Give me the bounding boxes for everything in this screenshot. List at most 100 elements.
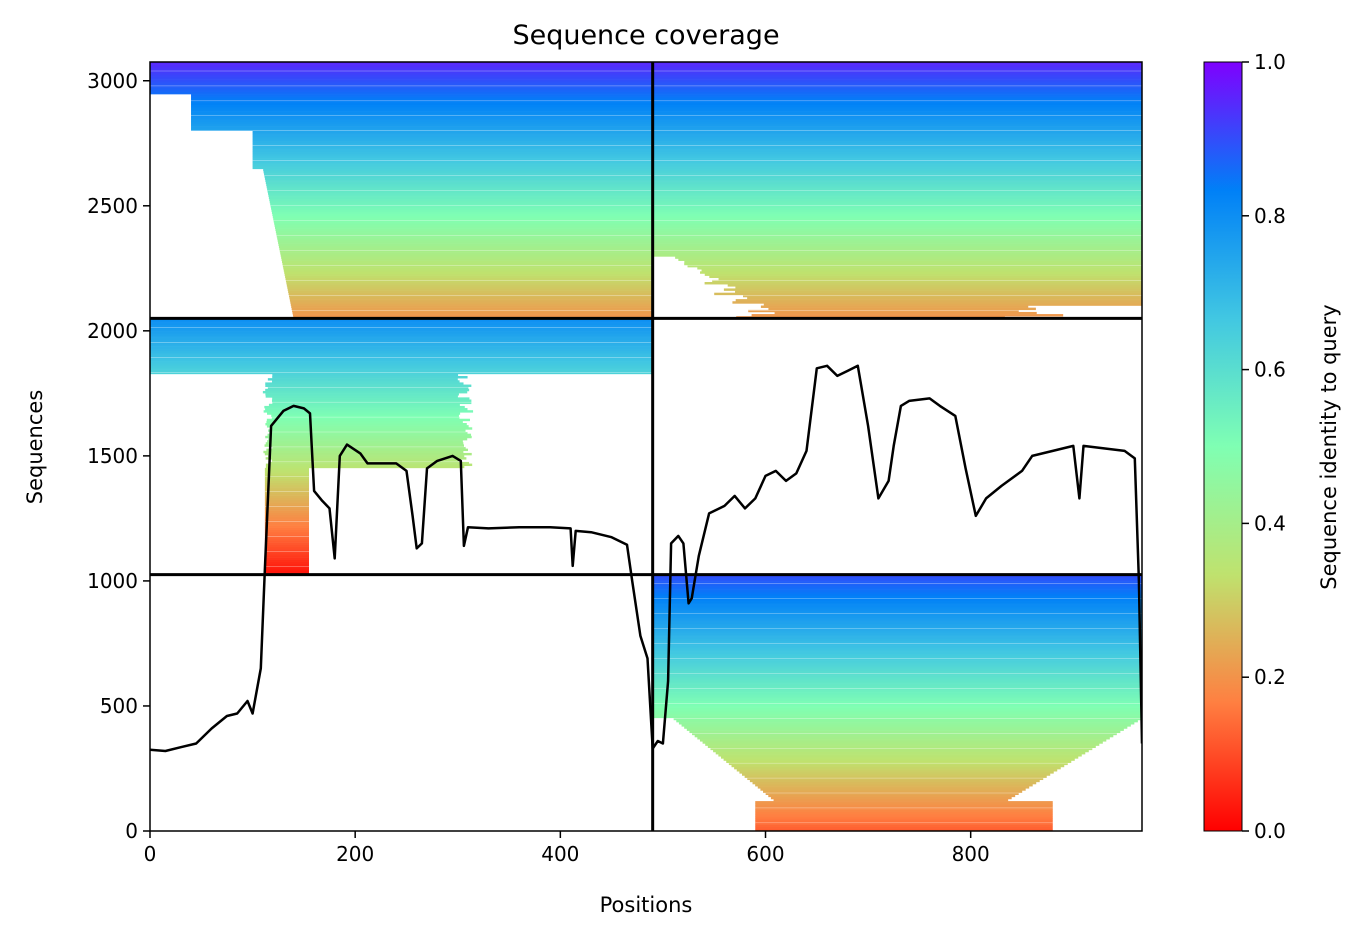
coverage-strip (264, 508, 310, 511)
coverage-strip (264, 561, 310, 565)
coverage-strip (652, 715, 1142, 719)
coverage-strip (282, 264, 653, 268)
coverage-strip (252, 166, 653, 170)
coverage-strip (652, 598, 1142, 601)
coverage-strip (282, 260, 653, 264)
coverage-strip (684, 260, 1142, 264)
y-tick-label: 3000 (87, 69, 138, 93)
coverage-strip (652, 576, 1142, 580)
coverage-strip (269, 431, 468, 434)
coverage-strip (697, 737, 1110, 740)
coverage-strip (675, 256, 1142, 259)
coverage-strip (742, 294, 1142, 298)
coverage-strip (275, 228, 653, 232)
coverage-strip (652, 98, 1142, 101)
coverage-strip (652, 205, 1142, 208)
coverage-strip (652, 185, 1142, 189)
coverage-line (150, 364, 1142, 753)
coverage-strip (652, 252, 1142, 255)
coverage-strip (747, 296, 1142, 300)
coverage-strip (652, 145, 1142, 148)
colorbar-tick-label: 0.0 (1254, 819, 1286, 843)
coverage-strip (755, 816, 1053, 819)
coverage-strip (267, 188, 653, 191)
coverage-gap (279, 249, 653, 251)
coverage-strip (652, 85, 1142, 88)
coverage-strip (652, 215, 1142, 219)
coverage-strip (652, 254, 1142, 257)
coverage-strip (652, 704, 1142, 708)
coverage-strip (264, 497, 310, 501)
coverage-strip (734, 766, 1061, 770)
plot-frame (149, 61, 1143, 832)
coverage-strip (760, 788, 1026, 791)
coverage-strip (279, 249, 653, 253)
coverage-strip (292, 311, 653, 315)
coverage-strip (652, 653, 1142, 657)
coverage-strip (742, 773, 1051, 776)
coverage-strip (264, 474, 310, 477)
coverage-strip (699, 739, 1107, 742)
colorbar-tick-label: 1.0 (1254, 50, 1286, 74)
coverage-strip (264, 516, 310, 520)
coverage-strip (735, 290, 1142, 293)
x-axis-label: Positions (600, 893, 693, 917)
coverage-strip (715, 751, 1086, 755)
coverage-strip (273, 220, 653, 223)
coverage-strip (270, 202, 653, 206)
coverage-strip (755, 818, 1053, 821)
coverage-strip (652, 596, 1142, 599)
coverage-strip (150, 352, 653, 355)
coverage-block-3 (150, 318, 653, 575)
coverage-strip (264, 405, 465, 409)
coverage-strip (150, 72, 653, 76)
coverage-strip (150, 91, 653, 95)
coverage-strip (272, 397, 470, 400)
coverage-strip (652, 700, 1142, 704)
coverage-strip (278, 243, 653, 247)
coverage-strip (150, 335, 653, 338)
coverage-strip (652, 113, 1142, 116)
coverage-strip (150, 64, 653, 67)
coverage-strip (267, 412, 461, 415)
coverage-strip (275, 230, 653, 234)
coverage-strip (273, 217, 653, 221)
coverage-strip (652, 213, 1142, 217)
coverage-strip (652, 585, 1142, 588)
coverage-strip (709, 275, 1142, 279)
coverage-strip (191, 111, 653, 114)
coverage-strip (652, 106, 1142, 110)
coverage-strip (755, 805, 1053, 808)
coverage-gap (150, 326, 653, 328)
coverage-strip (652, 104, 1142, 108)
coverage-strip (652, 190, 1142, 193)
coverage-strip (290, 303, 653, 306)
coverage-strip (652, 132, 1142, 135)
coverage-strip (652, 692, 1142, 695)
coverage-block-1 (150, 62, 653, 319)
coverage-strip (652, 606, 1142, 610)
coverage-gap (267, 190, 653, 191)
coverage-strip (652, 232, 1142, 236)
coverage-strip (652, 670, 1142, 674)
coverage-strip (264, 546, 310, 550)
y-tick-label: 0 (125, 819, 138, 843)
coverage-strip (652, 630, 1142, 633)
coverage-strip (652, 202, 1142, 206)
coverage-strip (652, 136, 1142, 140)
coverage-strip (265, 465, 465, 469)
coverage-strip (252, 147, 653, 150)
coverage-strip (150, 367, 653, 370)
coverage-strip (652, 177, 1142, 180)
coverage-strip (150, 354, 653, 358)
coverage-strip (652, 643, 1142, 646)
coverage-strip (652, 638, 1142, 642)
coverage-strip (684, 726, 1128, 729)
coverage-strip (264, 499, 310, 503)
coverage-strip (751, 314, 1064, 317)
coverage-strip (652, 76, 1142, 80)
coverage-strip (284, 273, 653, 276)
coverage-strip (652, 194, 1142, 197)
coverage-gap (267, 386, 469, 388)
